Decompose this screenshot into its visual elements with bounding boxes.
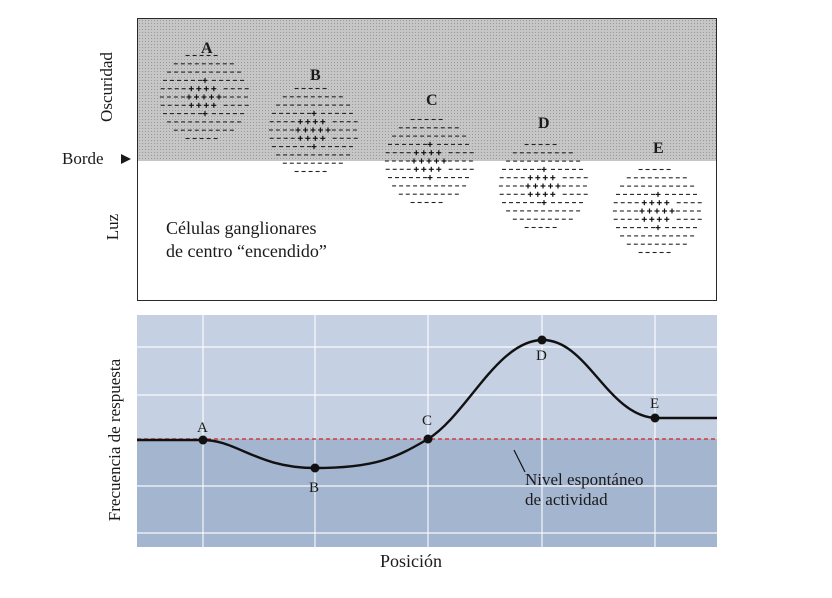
cell-letter: B [310,67,321,84]
cell-b: B [268,67,358,173]
cell-letter: A [201,40,213,57]
cells-layer: A B C D E [159,40,702,254]
point-b [310,463,320,473]
point-a [198,435,208,445]
caption-line2: de centro “encendido” [166,241,327,261]
cell-a: A [159,40,249,140]
response-plot: A B C D E [137,315,717,547]
caption: Células ganglionares de centro “encendid… [166,217,327,263]
cell-d: D [498,115,588,229]
spontaneous-level-note: Nivel espontáneo de actividad [525,470,644,510]
response-curve [137,338,717,470]
dark-label: Oscuridad [96,52,116,122]
cell-letter: E [653,140,664,157]
point-label-c: C [422,413,432,429]
dark-region [138,19,716,161]
receptive-field-panel: A B C D E Células ganglionares de centro “en… [137,18,717,301]
x-axis-title: Posición [380,551,443,571]
cell-letter: C [426,92,438,109]
caption-line1: Células ganglionares [166,218,317,238]
cell-letter: D [538,115,550,132]
plot-svg: A B C D E [137,315,717,547]
point-c [423,434,433,444]
cell-e: E [612,140,702,254]
point-d [537,335,547,345]
point-label-a: A [197,420,208,436]
y-axis-title: Frecuencia de respuesta [105,358,124,522]
light-label: Luz [103,213,123,241]
note-pointer [513,449,526,473]
point-label-b: B [309,480,319,496]
note-line1: Nivel espontáneo [525,470,644,489]
point-e [650,413,660,423]
note-line2: de actividad [525,490,608,509]
edge-label: Borde [62,149,104,168]
edge-arrow-icon [121,154,131,164]
point-label-e: E [650,396,659,412]
cell-c: C [384,92,474,204]
point-label-d: D [536,348,547,364]
